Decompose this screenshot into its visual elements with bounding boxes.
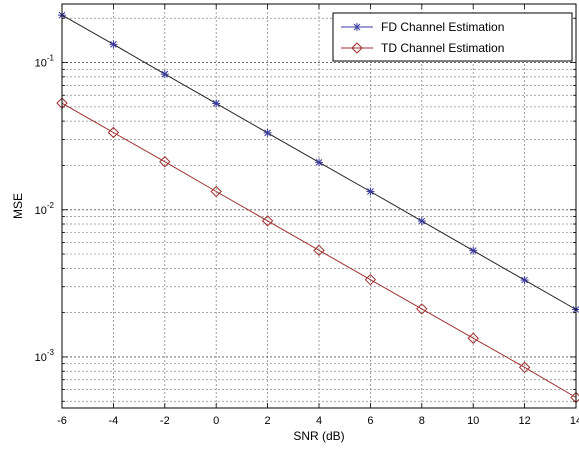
data-point-fd: [417, 217, 426, 226]
x-tick-label: 0: [213, 415, 219, 427]
grid: [62, 4, 576, 408]
legend: FD Channel Estimation TD Channel Estimat…: [332, 12, 573, 62]
data-point-td: [261, 215, 274, 227]
x-tick-label: 4: [316, 415, 322, 427]
x-tick-label: 2: [265, 415, 271, 427]
legend-label-td: TD Channel Estimation: [381, 41, 504, 55]
x-tick-label: -2: [160, 415, 170, 427]
data-point-td: [107, 126, 120, 139]
y-tick-label: 10-1: [35, 54, 55, 70]
data-point-fd: [160, 70, 169, 79]
data-point-fd: [366, 187, 375, 196]
x-tick-label: -4: [109, 415, 119, 427]
tick-labels: -6 -4 -2 0 2 4 6 8 10 12 14 10-1 10-2 10-3: [35, 4, 579, 427]
x-tick-label: 6: [367, 415, 373, 427]
series-line-td: [61, 102, 577, 398]
data-point-td: [210, 185, 222, 198]
legend-marker-fd: [353, 23, 361, 31]
data-point-fd: [263, 128, 272, 137]
data-point-td: [313, 244, 325, 257]
y-tick-label: 10-3: [35, 348, 55, 364]
data-point-fd: [469, 246, 478, 255]
x-tick-label: 10: [467, 415, 479, 427]
data-point-td: [518, 361, 531, 374]
x-tick-label: 8: [419, 415, 425, 427]
data-point-fd: [315, 158, 323, 167]
y-tick-label: 10-2: [35, 201, 55, 217]
data-point-td: [467, 332, 479, 344]
data-point-td: [364, 273, 377, 286]
x-tick-label: 12: [518, 415, 530, 427]
data-point-fd: [109, 40, 118, 49]
x-axis-label: SNR (dB): [293, 429, 344, 443]
legend-label-fd: FD Channel Estimation: [381, 20, 504, 34]
legend-box: [332, 12, 573, 62]
legend-marker-shape: [351, 42, 363, 54]
data-point-td: [159, 156, 171, 168]
data-point-fd: [212, 99, 221, 108]
y-axis-label: MSE: [11, 193, 25, 219]
x-tick-label: 14: [570, 415, 579, 427]
data-point-td: [416, 303, 428, 315]
legend-marker-shape: [353, 23, 361, 31]
data-point-fd: [520, 276, 529, 285]
legend-marker-td: [351, 42, 363, 54]
x-tick-label: -6: [57, 415, 67, 427]
